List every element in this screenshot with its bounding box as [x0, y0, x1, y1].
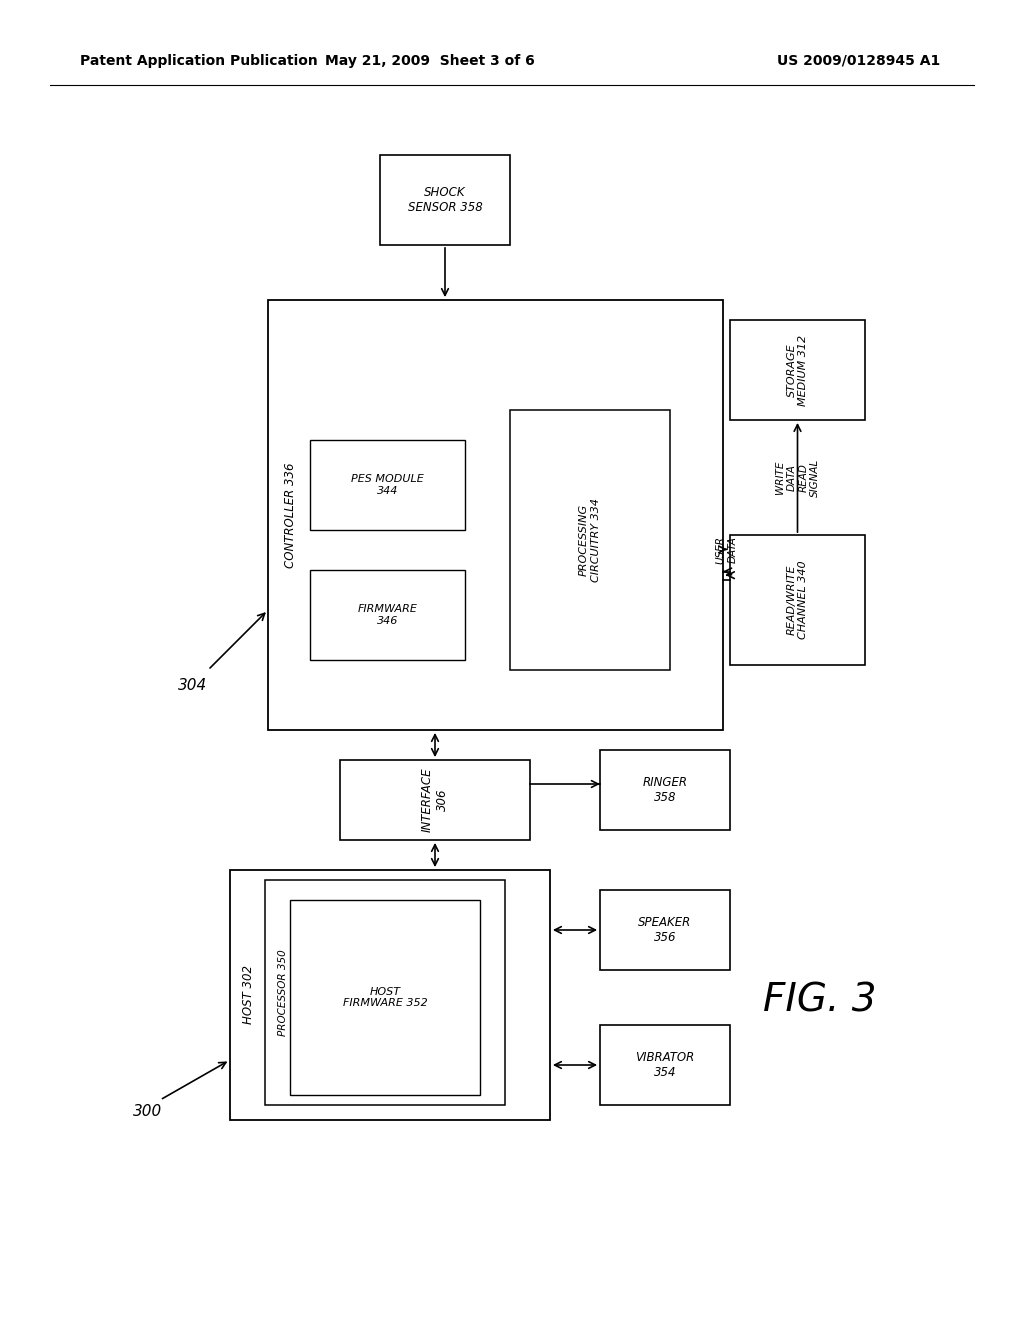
Text: CONTROLLER 336: CONTROLLER 336 [284, 462, 297, 568]
Bar [310, 440, 465, 531]
Text: RINGER
358: RINGER 358 [642, 776, 687, 804]
Text: PROCESSING
CIRCUITRY 334: PROCESSING CIRCUITRY 334 [580, 498, 601, 582]
Bar [730, 535, 865, 665]
Bar [600, 1026, 730, 1105]
Text: WRITE
DATA: WRITE DATA [775, 461, 797, 494]
Text: HOST
FIRMWARE 352: HOST FIRMWARE 352 [343, 987, 427, 1008]
Text: HOST 302: HOST 302 [242, 965, 255, 1024]
Bar [268, 300, 723, 730]
Text: SHOCK
SENSOR 358: SHOCK SENSOR 358 [408, 186, 482, 214]
Bar [265, 880, 505, 1105]
Text: STORAGE
MEDIUM 312: STORAGE MEDIUM 312 [786, 334, 808, 405]
Text: READ
SIGNAL: READ SIGNAL [799, 458, 820, 496]
Bar [290, 900, 480, 1096]
Bar [510, 411, 670, 671]
Text: PES MODULE
344: PES MODULE 344 [351, 474, 424, 496]
Bar [600, 750, 730, 830]
Bar [310, 570, 465, 660]
Text: FIG. 3: FIG. 3 [763, 981, 877, 1019]
Bar [600, 890, 730, 970]
Text: US 2009/0128945 A1: US 2009/0128945 A1 [777, 54, 940, 69]
Text: 300: 300 [133, 1105, 163, 1119]
Text: VIBRATOR
354: VIBRATOR 354 [635, 1051, 694, 1078]
Text: FIRMWARE
346: FIRMWARE 346 [357, 605, 418, 626]
Bar [340, 760, 530, 840]
Bar [380, 154, 510, 246]
Text: 304: 304 [178, 677, 208, 693]
Bar [730, 319, 865, 420]
Text: PROCESSOR 350: PROCESSOR 350 [278, 949, 288, 1036]
Text: INTERFACE
306: INTERFACE 306 [421, 768, 449, 832]
Bar [230, 870, 550, 1119]
Text: May 21, 2009  Sheet 3 of 6: May 21, 2009 Sheet 3 of 6 [326, 54, 535, 69]
Text: READ/WRITE
CHANNEL 340: READ/WRITE CHANNEL 340 [786, 561, 808, 639]
Text: USER
DATA: USER DATA [716, 536, 737, 564]
Text: SPEAKER
356: SPEAKER 356 [638, 916, 691, 944]
Text: Patent Application Publication: Patent Application Publication [80, 54, 317, 69]
